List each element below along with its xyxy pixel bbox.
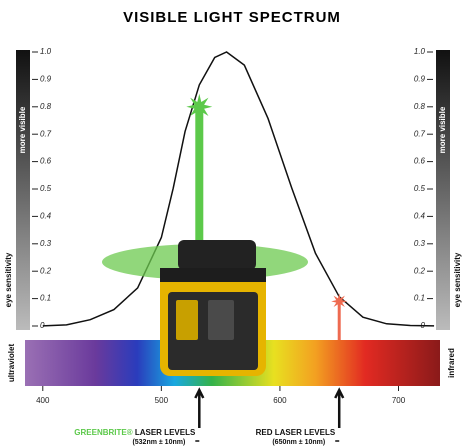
laser-star [186,93,213,120]
y-tick-label: 0.9 [414,75,426,84]
laser-star [331,293,348,310]
laser-beam [337,301,341,340]
spectrum-cap [440,340,464,386]
y-tick-label: 0.5 [40,184,52,193]
y-tick-label: 0.8 [40,102,52,111]
spectrum-label: infrared [447,348,456,378]
spectrum-cap [0,340,25,386]
sensitivity-curve [42,51,435,327]
callout-label: GREENBRITE® LASER LEVELS [74,428,196,437]
y-tick-label: 1.0 [414,47,426,56]
axis-label: eye sensitivity [4,252,13,307]
x-tick-label: 500 [155,396,169,405]
brand: GREENBRITE® [74,428,132,437]
x-tick-label: 600 [273,396,287,405]
laser-beam [195,106,204,240]
spectrum-label: ultraviolet [7,344,16,383]
y-tick-label: 0.5 [414,184,426,193]
y-tick-label: 0.7 [40,129,52,138]
y-tick-label: 0.2 [414,266,426,275]
y-tick-label: 0.2 [40,266,52,275]
chart-title: VISIBLE LIGHT SPECTRUM [123,9,341,26]
side-label: more visible [18,106,27,153]
laser-level-device [102,240,308,376]
y-tick-label: 1.0 [40,47,52,56]
x-tick-label: 700 [392,396,406,405]
overlay: GREENBRITE® LASER LEVELS (532nm ± 10nm) RE… [74,93,348,446]
side-label: more visible [438,106,447,153]
y-tick-label: 0 [40,321,45,330]
y-tick-label: 0.1 [414,294,425,303]
label: LASER LEVELS [135,428,196,437]
side-bar [16,50,30,330]
callout-range: (650nm ± 10nm) [272,439,325,446]
y-tick-label: 0.7 [414,129,426,138]
y-tick-label: 0.8 [414,102,426,111]
side-bar [436,50,450,330]
callout-arrow [334,387,345,428]
y-tick-label: 0.4 [414,212,426,221]
x-tick-label: 400 [36,396,50,405]
y-tick-label: 0.1 [40,294,51,303]
callout-range: (532nm ± 10nm) [132,439,185,446]
y-tick-label: 0.9 [40,75,52,84]
callout-arrow [194,387,205,428]
y-tick-label: 0.3 [414,239,426,248]
plot: 0 00.1 0.10.2 0.20.3 0.30.4 0.40.5 0.50.6 0.60.… [32,47,435,405]
y-tick-label: 0.3 [40,239,52,248]
callout-label: RED LASER LEVELS [256,428,336,437]
y-tick-label: 0.4 [40,212,52,221]
y-tick-label: 0.6 [414,157,426,166]
label: RED LASER LEVELS [256,428,336,437]
axis-label: eye sensitivity [453,252,462,307]
y-tick-label: 0.6 [40,157,52,166]
